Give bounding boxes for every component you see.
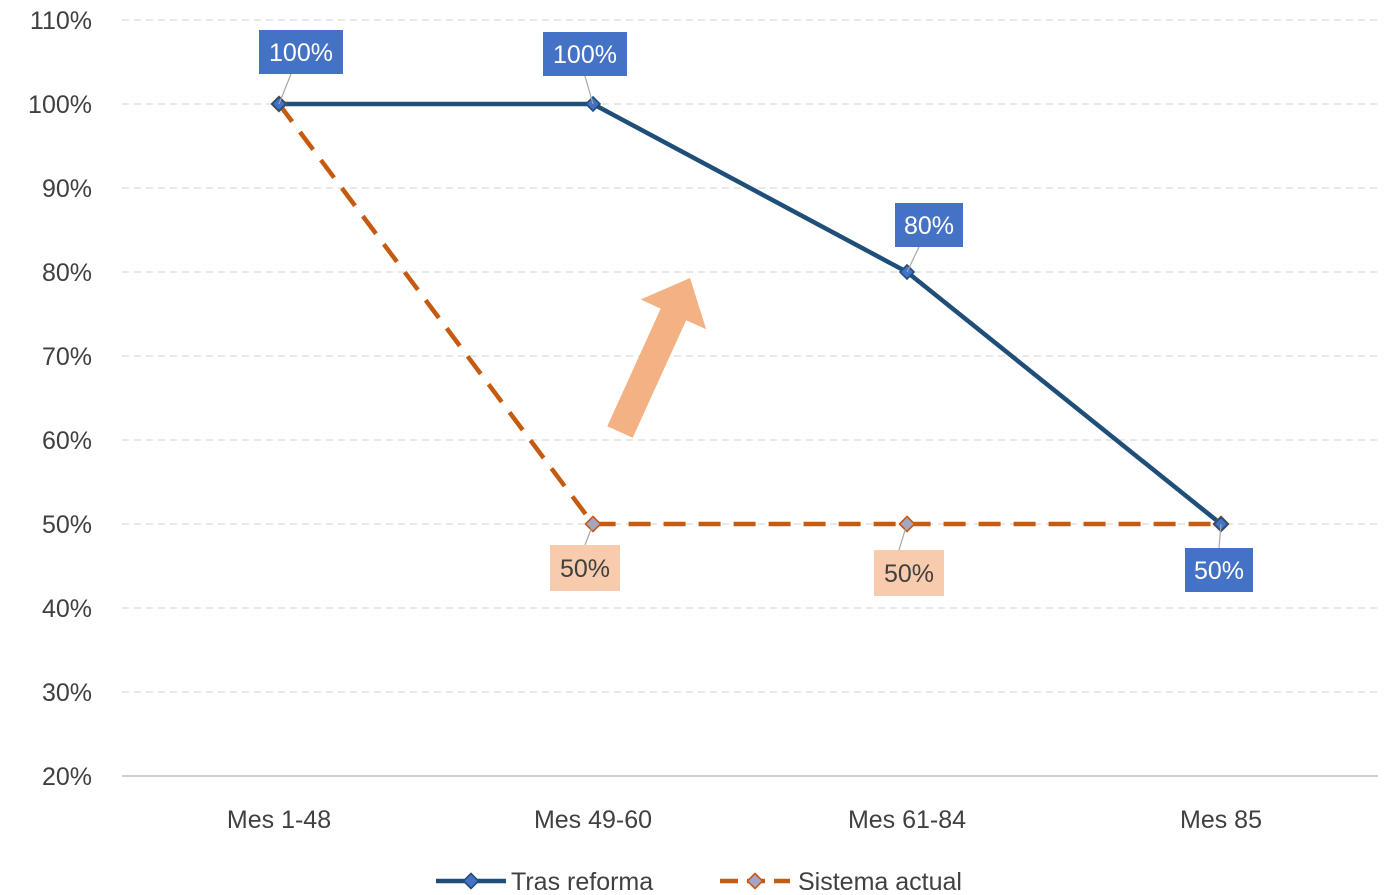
data-label-box (543, 32, 627, 76)
trend-annotation (607, 278, 707, 438)
data-label-box (259, 30, 343, 74)
x-tick-label: Mes 1-48 (227, 806, 331, 834)
y-tick-label: 60% (42, 427, 92, 455)
series-line (277, 102, 1221, 527)
label-leader-line (898, 523, 908, 551)
legend-marker (746, 872, 764, 890)
label-leader-line (584, 75, 594, 105)
label-leader-line (906, 246, 920, 273)
data-label: 50% (884, 560, 934, 588)
data-label-box (1185, 548, 1253, 592)
data-label-box (895, 203, 963, 247)
data-labels: 100% 100% 80% 50% 50% 50% (259, 30, 1253, 596)
series-group (270, 95, 1230, 533)
data-label-box (550, 545, 620, 591)
y-tick-label: 40% (42, 595, 92, 623)
y-tick-label: 80% (42, 259, 92, 287)
legend-label: Sistema actual (798, 868, 962, 895)
y-tick-label: 50% (42, 511, 92, 539)
y-tick-label: 20% (42, 763, 92, 791)
y-tick-label: 70% (42, 343, 92, 371)
x-axis: Mes 1-48 Mes 49-60 Mes 61-84 Mes 85 (227, 806, 1262, 834)
x-tick-label: Mes 85 (1180, 806, 1262, 834)
y-tick-label: 90% (42, 175, 92, 203)
legend: Tras reforma Sistema actual (436, 868, 962, 895)
x-tick-label: Mes 49-60 (534, 806, 652, 834)
data-label: 100% (269, 39, 333, 67)
legend-marker (462, 872, 480, 890)
y-tick-label: 100% (28, 91, 92, 119)
data-label-box (874, 550, 944, 596)
x-tick-label: Mes 61-84 (848, 806, 966, 834)
label-leader-line (1218, 523, 1222, 549)
y-tick-label: 30% (42, 679, 92, 707)
y-tick-label: 110% (30, 7, 92, 35)
data-label: 50% (560, 555, 610, 583)
series-line (279, 101, 1223, 526)
data-label: 100% (553, 41, 617, 69)
data-label: 50% (1194, 557, 1244, 585)
legend-label: Tras reforma (511, 868, 653, 895)
label-leader-line (584, 523, 594, 546)
trend-arrow (607, 278, 707, 438)
label-leader-line (278, 73, 292, 105)
data-label: 80% (904, 212, 954, 240)
grid-lines (122, 19, 1378, 777)
y-axis: 20% 30% 40% 50% 60% 70% 80% 90% 100% 110% (28, 7, 92, 791)
